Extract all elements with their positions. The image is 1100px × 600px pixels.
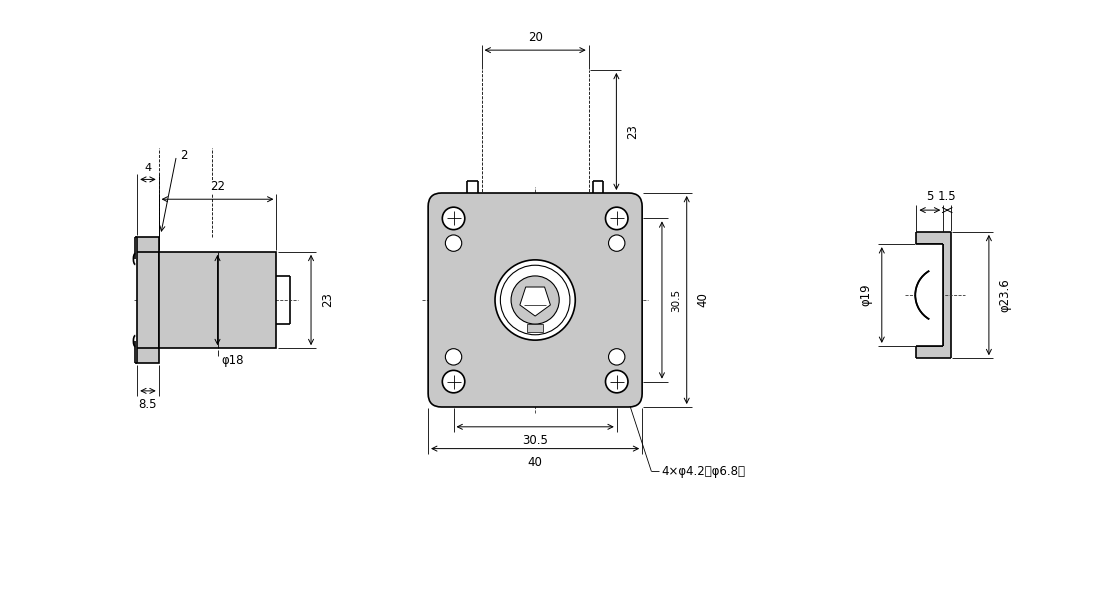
FancyBboxPatch shape bbox=[428, 193, 642, 407]
Polygon shape bbox=[520, 287, 550, 316]
Circle shape bbox=[442, 370, 465, 393]
Text: 40: 40 bbox=[528, 455, 542, 469]
Text: 4: 4 bbox=[144, 163, 152, 173]
Polygon shape bbox=[916, 232, 952, 358]
Polygon shape bbox=[916, 244, 943, 346]
Text: 23: 23 bbox=[626, 124, 639, 139]
Circle shape bbox=[512, 276, 559, 324]
Text: 23: 23 bbox=[321, 293, 334, 307]
Polygon shape bbox=[527, 324, 543, 332]
Text: 5: 5 bbox=[926, 190, 934, 203]
Circle shape bbox=[442, 207, 465, 230]
Circle shape bbox=[608, 235, 625, 251]
Text: φ18: φ18 bbox=[221, 354, 244, 367]
Circle shape bbox=[605, 207, 628, 230]
Polygon shape bbox=[138, 237, 158, 363]
Text: φ19: φ19 bbox=[859, 284, 872, 307]
Text: 2: 2 bbox=[180, 149, 188, 162]
Text: 4×φ4.2穴φ6.8皿: 4×φ4.2穴φ6.8皿 bbox=[661, 465, 746, 478]
Circle shape bbox=[500, 265, 570, 335]
Text: 1.5: 1.5 bbox=[938, 190, 957, 203]
Circle shape bbox=[446, 235, 462, 251]
Text: 40: 40 bbox=[696, 293, 710, 307]
Text: 22: 22 bbox=[210, 180, 225, 193]
Text: 30.5: 30.5 bbox=[522, 434, 548, 447]
Circle shape bbox=[608, 349, 625, 365]
Text: 8.5: 8.5 bbox=[139, 398, 157, 411]
Text: 30.5: 30.5 bbox=[671, 289, 681, 311]
Text: φ23.6: φ23.6 bbox=[999, 278, 1012, 312]
Circle shape bbox=[605, 370, 628, 393]
Text: 20: 20 bbox=[528, 31, 542, 44]
Circle shape bbox=[446, 349, 462, 365]
Polygon shape bbox=[158, 252, 276, 348]
Circle shape bbox=[495, 260, 575, 340]
